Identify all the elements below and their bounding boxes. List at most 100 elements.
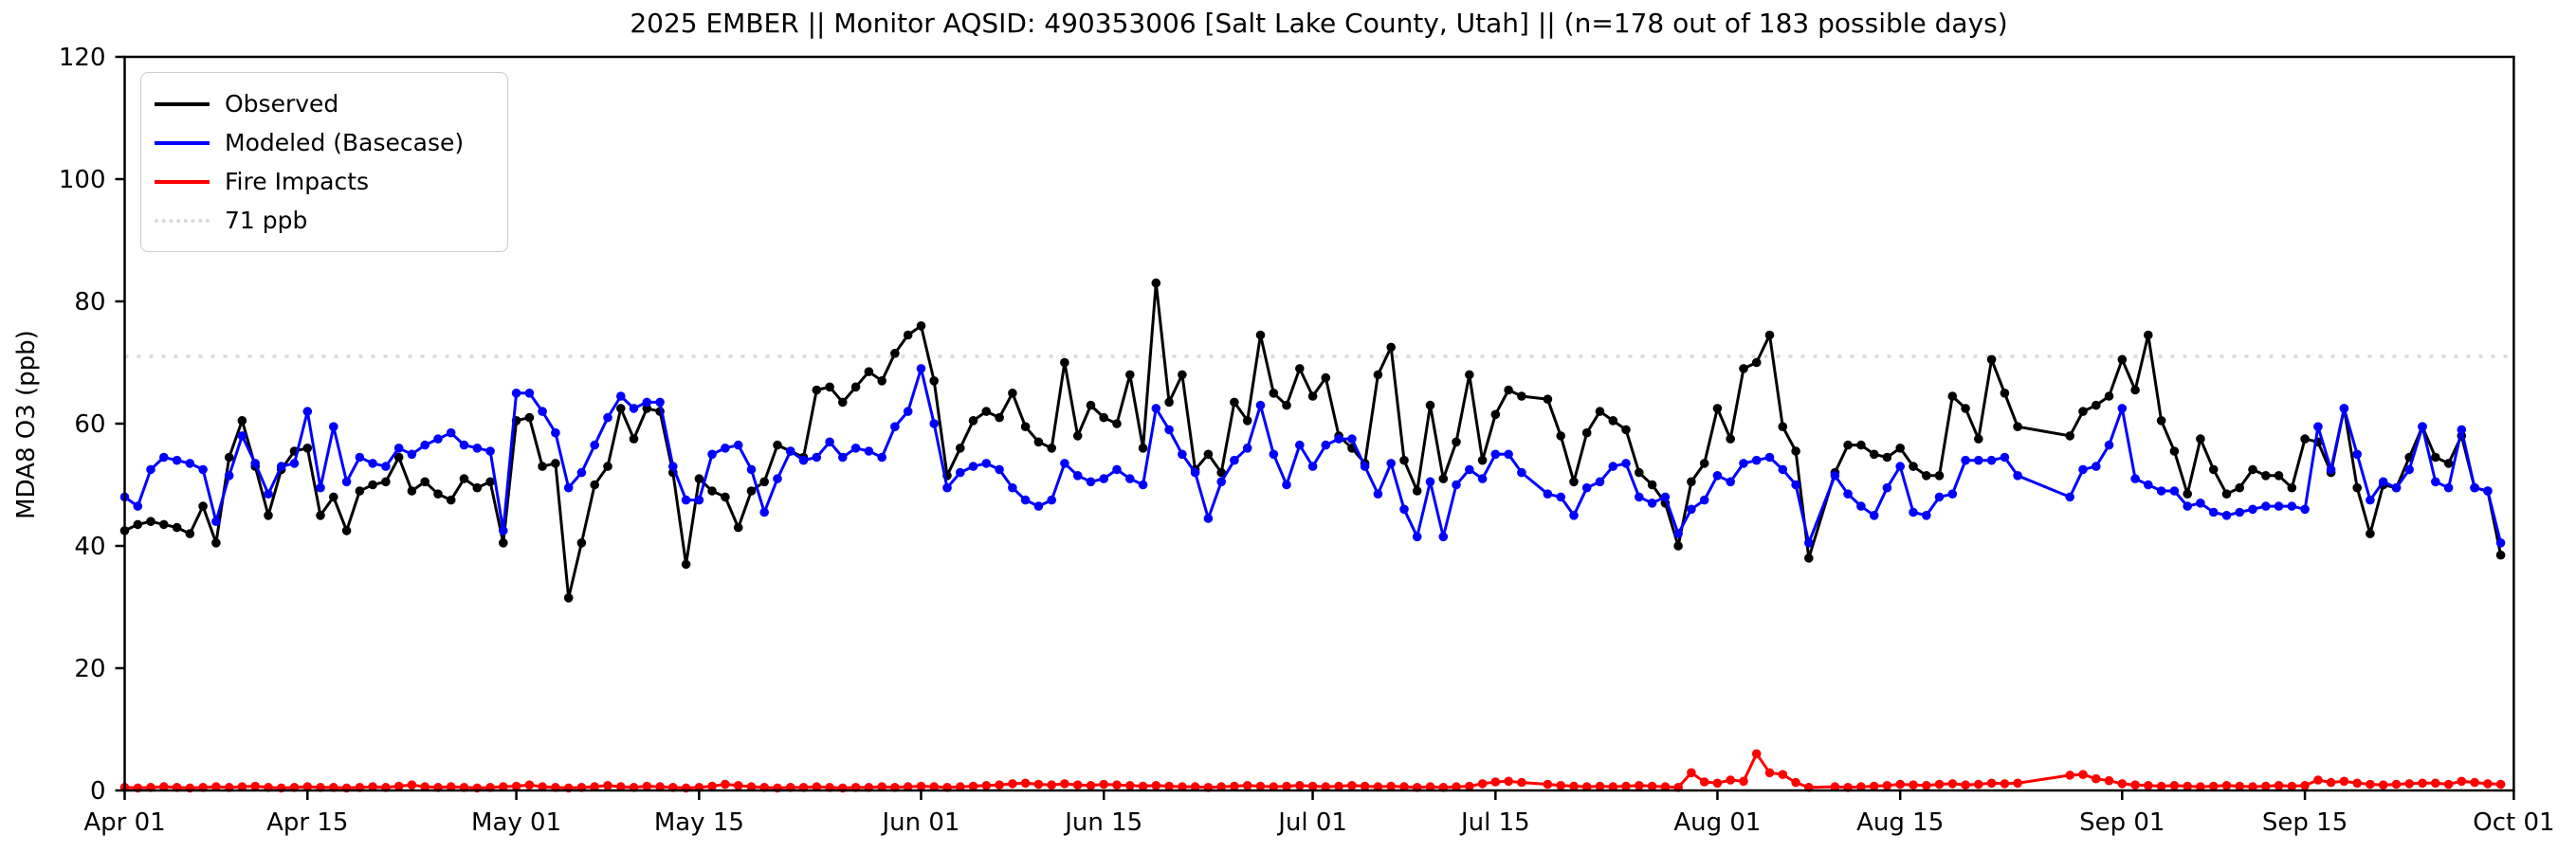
fire-impacts-series-point xyxy=(1373,782,1383,791)
fire-impacts-series-point xyxy=(2013,778,2022,789)
modeled-series-point xyxy=(511,389,521,398)
observed-series-point xyxy=(1581,427,1592,438)
fire-impacts-series-point xyxy=(1595,781,1605,791)
modeled-series-point xyxy=(393,444,404,453)
fire-impacts-series-point xyxy=(2313,775,2323,785)
fire-impacts-series-point xyxy=(603,781,612,790)
fire-impacts-series-point xyxy=(1295,781,1305,790)
modeled-series-point xyxy=(1072,471,1083,481)
legend-label: Fire Impacts xyxy=(225,168,370,195)
fire-impacts-series-point xyxy=(1099,779,1108,789)
fire-impacts-series-point xyxy=(903,782,913,791)
observed-series-point xyxy=(590,480,599,490)
modeled-series-point xyxy=(1360,462,1370,471)
modeled-series-point xyxy=(472,444,483,453)
modeled-series-point xyxy=(499,526,508,535)
fire-impacts-series-point xyxy=(1490,777,1501,787)
observed-series-point xyxy=(1804,554,1814,563)
fire-impacts-series-point xyxy=(1504,776,1513,787)
fire-impacts-series-point xyxy=(1882,781,1892,790)
observed-series-point xyxy=(850,382,861,392)
modeled-series-point xyxy=(1504,449,1513,460)
observed-series-point xyxy=(721,492,730,502)
x-tick-label: Apr 01 xyxy=(83,808,165,837)
observed-series-point xyxy=(1974,434,1983,444)
modeled-series-point xyxy=(929,419,939,428)
fire-impacts-series-point xyxy=(2248,782,2257,791)
modeled-series-point xyxy=(407,449,417,460)
observed-series-point xyxy=(995,412,1004,423)
legend-label: Observed xyxy=(225,90,339,118)
fire-impacts-series-point xyxy=(1778,770,1788,779)
fire-impacts-series-point xyxy=(1739,776,1748,787)
modeled-series-point xyxy=(2326,464,2336,475)
observed-series-point xyxy=(733,522,743,533)
modeled-series-point xyxy=(1882,482,1892,493)
modeled-series-point xyxy=(133,501,143,511)
observed-series-point xyxy=(1151,278,1161,288)
modeled-series-point xyxy=(1086,477,1096,487)
observed-series-point xyxy=(1699,459,1709,468)
observed-series-point xyxy=(446,495,456,505)
observed-series-point xyxy=(1569,477,1579,487)
modeled-series-point xyxy=(1151,404,1161,413)
fire-impacts-series-point xyxy=(2104,775,2114,786)
modeled-series-point xyxy=(250,459,261,468)
modeled-series-point xyxy=(2169,486,2180,496)
observed-series-point xyxy=(629,434,639,444)
observed-series-point xyxy=(1438,474,1449,483)
modeled-series-point xyxy=(721,444,730,453)
fire-impacts-series-point xyxy=(1242,781,1252,790)
modeled-series-point xyxy=(2443,482,2454,493)
observed-series-point xyxy=(146,517,155,526)
modeled-series-point xyxy=(890,422,900,432)
observed-series-point xyxy=(2300,434,2310,444)
modeled-series-point xyxy=(981,459,992,468)
x-tick-label: Aug 15 xyxy=(1856,808,1944,837)
observed-series-point xyxy=(2130,385,2140,395)
fire-impacts-series-point xyxy=(1947,779,1958,789)
fire-impacts-series-point xyxy=(1556,781,1565,790)
observed-series-point xyxy=(198,501,208,511)
fire-impacts-series-point xyxy=(968,781,978,791)
observed-series-point xyxy=(773,440,782,450)
modeled-series-point xyxy=(2156,486,2166,496)
observed-series-point xyxy=(1490,409,1501,420)
observed-series-point xyxy=(1934,471,1945,481)
observed-series-point xyxy=(159,519,169,530)
observed-series-point xyxy=(1595,407,1605,416)
observed-series-point xyxy=(2221,489,2232,499)
modeled-series-point xyxy=(1647,499,1657,508)
modeled-series-point xyxy=(2352,449,2362,460)
observed-series-point xyxy=(1452,437,1461,447)
modeled-series-point xyxy=(185,459,195,468)
observed-series-point xyxy=(2352,482,2362,493)
observed-series-point xyxy=(1986,354,1997,365)
observed-series-point xyxy=(1125,370,1135,380)
observed-series-point xyxy=(2013,422,2022,432)
observed-series-point xyxy=(1778,422,1788,432)
legend-item-threshold: 71 ppb xyxy=(155,201,490,240)
fire-impacts-series-point xyxy=(1112,780,1122,789)
fire-impacts-series-point xyxy=(2261,781,2271,791)
fire-impacts-series-point xyxy=(2274,781,2284,790)
modeled-series-point xyxy=(2483,486,2493,496)
y-axis-label: MDA8 O3 (ppb) xyxy=(12,330,41,519)
fire-impacts-series-point xyxy=(2196,782,2205,791)
observed-series-point xyxy=(890,349,900,358)
modeled-series-point xyxy=(2144,480,2153,490)
observed-series-point xyxy=(1112,419,1122,428)
modeled-series-point xyxy=(551,427,560,438)
fire-impacts-series-point xyxy=(733,781,743,790)
fire-impacts-series xyxy=(119,749,2506,793)
fire-impacts-series-point xyxy=(2470,777,2479,788)
fire-impacts-series-point xyxy=(721,779,730,789)
fire-impacts-series-point xyxy=(2144,781,2153,790)
fire-impacts-series-point xyxy=(2208,781,2219,791)
fire-impacts-series-point xyxy=(1687,768,1696,778)
fire-impacts-series-point xyxy=(2287,781,2297,791)
observed-series-point xyxy=(838,397,848,408)
fire-impacts-series-point xyxy=(1072,780,1083,789)
modeled-series-point xyxy=(603,412,612,423)
